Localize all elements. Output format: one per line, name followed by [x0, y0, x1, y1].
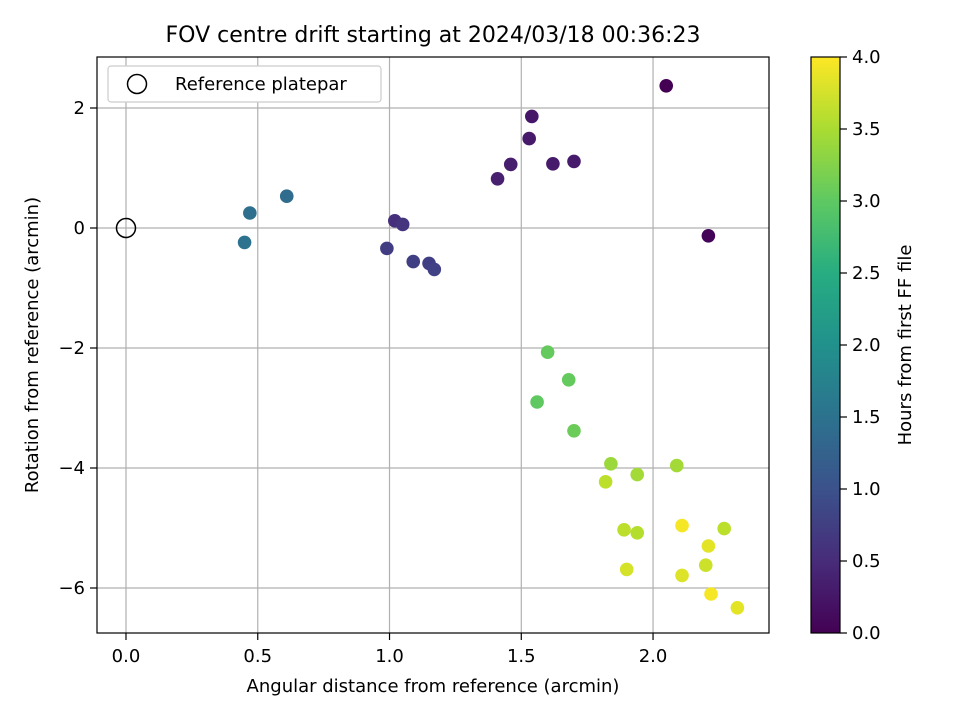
data-point [598, 475, 613, 489]
data-point [617, 523, 631, 537]
data-point [630, 526, 645, 540]
data-point [427, 262, 442, 277]
data-point [630, 467, 645, 482]
legend: Reference platepar [107, 65, 382, 103]
data-point [567, 154, 581, 169]
data-point [406, 254, 421, 269]
x-tick-label: 2.0 [639, 646, 668, 667]
data-point [525, 109, 539, 124]
data-point [701, 539, 716, 553]
x-tick-label: 0.0 [112, 646, 141, 667]
legend-box [107, 65, 382, 103]
plot-background [97, 57, 769, 633]
data-point [546, 157, 560, 171]
colorbar-tick-label: 0.5 [852, 551, 881, 572]
y-axis: −6 −4 −2 0 2 [58, 98, 97, 599]
data-point [730, 601, 745, 615]
data-point [619, 562, 634, 577]
colorbar-tick-label: 4.0 [852, 47, 881, 68]
x-tick-label: 1.0 [375, 646, 404, 667]
data-point [698, 558, 713, 572]
colorbar-tick-label: 2.0 [852, 335, 881, 356]
plot-frame [96, 56, 770, 634]
data-point [530, 395, 544, 409]
data-point [279, 189, 294, 203]
x-axis-label: Angular distance from reference (arcmin) [247, 676, 620, 697]
data-point [522, 131, 536, 146]
data-point [704, 587, 718, 601]
y-tick-label: −2 [58, 338, 85, 359]
colorbar: 0.0 0.5 1.0 1.5 2.0 2.5 3.0 3.5 4.0 Hours from f… [810, 47, 916, 644]
x-tick-label: 0.5 [243, 646, 272, 667]
data-point [675, 568, 689, 583]
x-tick-label: 1.5 [507, 646, 536, 667]
data-point [395, 217, 410, 232]
chart-title: FOV centre drift starting at 2024/03/18 … [166, 23, 701, 48]
grid [97, 57, 769, 633]
data-point [675, 518, 689, 533]
data-point [540, 345, 555, 360]
data-point [243, 206, 257, 220]
data-point [701, 229, 716, 243]
legend-marker [126, 73, 148, 95]
data-point [237, 235, 252, 250]
colorbar-tick-label: 1.0 [852, 479, 881, 500]
y-tick-label: −6 [58, 578, 85, 599]
plot-area [96, 56, 770, 634]
data-point [669, 458, 684, 473]
reference-marker [115, 217, 137, 239]
data-point [717, 521, 731, 536]
data-point [490, 172, 505, 186]
colorbar-tick-label: 0.0 [852, 623, 881, 644]
y-tick-label: 0 [74, 218, 85, 239]
colorbar-ticks: 0.0 0.5 1.0 1.5 2.0 2.5 3.0 3.5 4.0 [840, 47, 881, 644]
data-point [604, 457, 618, 471]
data-points [237, 79, 745, 615]
x-axis: 0.0 0.5 1.0 1.5 2.0 [112, 633, 668, 667]
y-tick-label: 2 [74, 98, 85, 119]
data-point [503, 157, 518, 172]
y-tick-label: −4 [58, 458, 85, 479]
data-point [380, 241, 394, 256]
legend-label: Reference platepar [175, 74, 347, 95]
data-point [561, 373, 576, 387]
colorbar-label: Hours from first FF file [895, 245, 916, 446]
colorbar-tick-label: 1.5 [852, 407, 881, 428]
colorbar-tick-label: 3.5 [852, 119, 881, 140]
colorbar-tick-label: 2.5 [852, 263, 881, 284]
y-axis-label: Rotation from reference (arcmin) [22, 197, 43, 493]
data-point [659, 79, 674, 93]
colorbar-tick-label: 3.0 [852, 191, 881, 212]
data-point [567, 424, 581, 438]
colorbar-gradient [810, 56, 841, 634]
